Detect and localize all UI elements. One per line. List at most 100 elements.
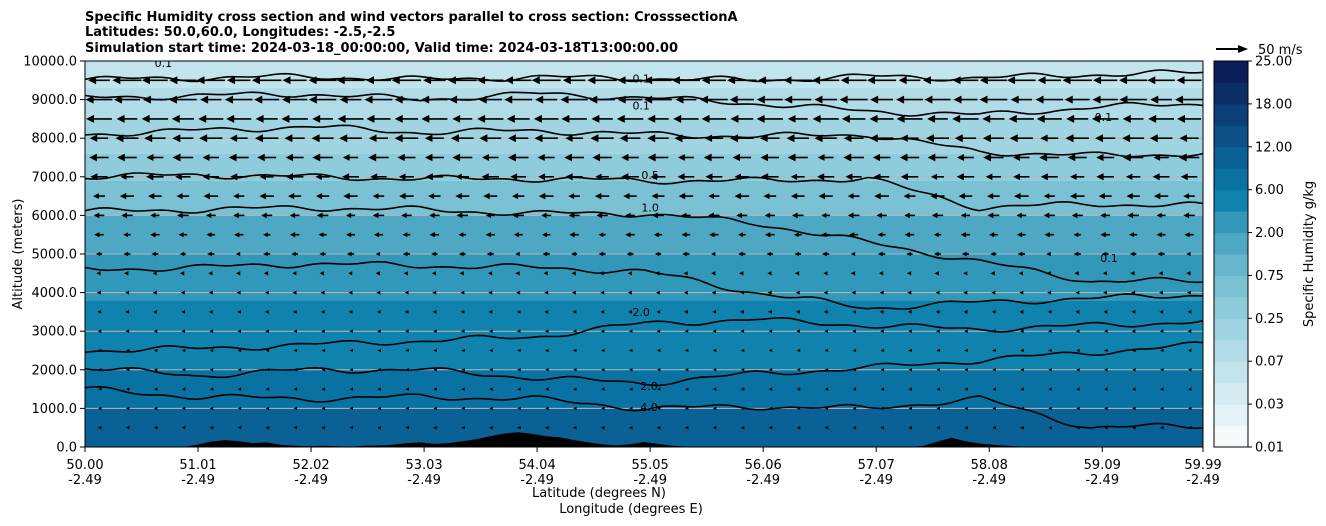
wind-vector-head — [626, 251, 632, 257]
wind-vector-head — [144, 134, 153, 143]
wind-vector-head — [1095, 134, 1103, 143]
wind-vector-head — [124, 271, 129, 276]
wind-vector-head — [956, 153, 965, 162]
wind-vector-head — [922, 76, 931, 85]
wind-vector-head — [823, 309, 828, 314]
wind-vector-head — [152, 271, 157, 276]
wind-vector-head — [339, 134, 348, 143]
wind-vector-head — [405, 406, 409, 411]
wind-vector-head — [908, 329, 912, 333]
wind-vector-head — [1020, 329, 1024, 334]
wind-vector-head — [768, 348, 773, 353]
wind-vector-head — [89, 153, 97, 162]
wind-vector-head — [1147, 76, 1156, 85]
wind-vector-head — [346, 251, 352, 257]
wind-vector-head — [1149, 134, 1158, 143]
wind-vector-head — [960, 232, 966, 238]
wind-vector-head — [206, 232, 212, 238]
wind-vector-head — [372, 193, 379, 199]
colorbar-label: Specific Humidity g/kg — [1302, 181, 1317, 327]
wind-vector-head — [796, 406, 801, 411]
wind-vector-head — [900, 134, 908, 142]
wind-vector-head — [600, 290, 605, 295]
wind-vector-head — [644, 76, 653, 85]
wind-vector-head — [1132, 406, 1136, 411]
wind-vector-head — [477, 76, 486, 85]
wind-vector-head — [181, 368, 186, 372]
x-axis-ticks: 50.00-2.4951.01-2.4952.02-2.4953.03-2.49… — [66, 447, 1222, 488]
wind-vector-head — [1132, 387, 1136, 391]
wind-vector-head — [843, 153, 852, 162]
wind-vector-head — [1131, 329, 1136, 334]
wind-vector-head — [1067, 153, 1076, 162]
colorbar-swatch — [1214, 361, 1248, 384]
wind-vector-head — [209, 329, 214, 334]
wind-vector-head — [230, 173, 238, 181]
wind-vector-head — [349, 368, 354, 372]
wind-vector-head — [647, 134, 656, 143]
wind-vector-head — [684, 348, 689, 353]
wind-vector-head — [397, 153, 405, 162]
wind-vector-head — [544, 290, 549, 295]
wind-vector-head — [683, 290, 688, 295]
wind-vector-head — [934, 251, 939, 257]
contour-line — [85, 91, 1203, 117]
wind-vector-head — [954, 134, 963, 143]
y-tick-label: 8000.0 — [32, 132, 78, 147]
wind-vector-head — [1160, 348, 1164, 353]
wind-vector-head — [899, 153, 908, 162]
wind-vector-head — [1104, 387, 1108, 391]
wind-vector-head — [265, 387, 270, 391]
wind-vector-head — [979, 95, 988, 104]
wind-vector-head — [896, 114, 905, 123]
wind-vector-head — [1047, 310, 1052, 314]
wind-vector-head — [573, 368, 577, 372]
wind-vector-head — [312, 153, 321, 162]
wind-vector-head — [711, 251, 716, 257]
wind-vector-head — [121, 212, 127, 219]
wind-vector-head — [873, 173, 881, 181]
wind-vector-head — [1062, 76, 1071, 85]
wind-vector-head — [235, 251, 241, 257]
wind-vector-head — [315, 173, 322, 181]
wind-vector-head — [681, 212, 687, 219]
wind-vector-head — [372, 212, 379, 219]
wind-vector-head — [282, 76, 291, 85]
wind-vector-head — [96, 271, 101, 276]
wind-vector-head — [181, 406, 186, 411]
wind-vector-head — [796, 387, 801, 391]
wind-vector-head — [740, 387, 745, 391]
wind-vector-head — [86, 114, 95, 123]
wind-vector-head — [289, 232, 296, 238]
colorbar-swatch — [1214, 254, 1248, 276]
wind-vector-head — [544, 329, 549, 334]
wind-vector-head — [740, 425, 745, 430]
wind-vector-head — [433, 425, 437, 430]
wind-vector-head — [1076, 387, 1080, 391]
wind-vector-head — [125, 348, 130, 353]
wind-vector-head — [292, 290, 297, 295]
wind-vector-head — [1104, 348, 1108, 353]
wind-vector-head — [936, 368, 940, 372]
y-tick-label: 4000.0 — [32, 286, 78, 301]
wind-vector-head — [113, 95, 122, 104]
wind-vector-head — [732, 153, 741, 162]
wind-vector-head — [1020, 368, 1024, 372]
wind-vector-head — [227, 76, 236, 85]
wind-vector-head — [489, 387, 493, 391]
wind-vector-head — [391, 76, 400, 85]
wind-vector-head — [401, 212, 407, 219]
wind-vector-head — [740, 348, 745, 353]
wind-vector-head — [432, 310, 437, 314]
wind-vector-head — [425, 173, 433, 181]
colorbar-swatch — [1214, 125, 1248, 148]
wind-vector-head — [1100, 212, 1106, 219]
wind-vector-head — [289, 212, 296, 219]
wind-vector-head — [818, 192, 825, 200]
wind-vector-head — [681, 232, 687, 238]
wind-vector-head — [175, 173, 182, 181]
wind-vector-head — [655, 290, 660, 295]
wind-vector-head — [1047, 329, 1052, 334]
wind-vector-head — [293, 348, 298, 353]
wind-vector-head — [237, 329, 242, 334]
